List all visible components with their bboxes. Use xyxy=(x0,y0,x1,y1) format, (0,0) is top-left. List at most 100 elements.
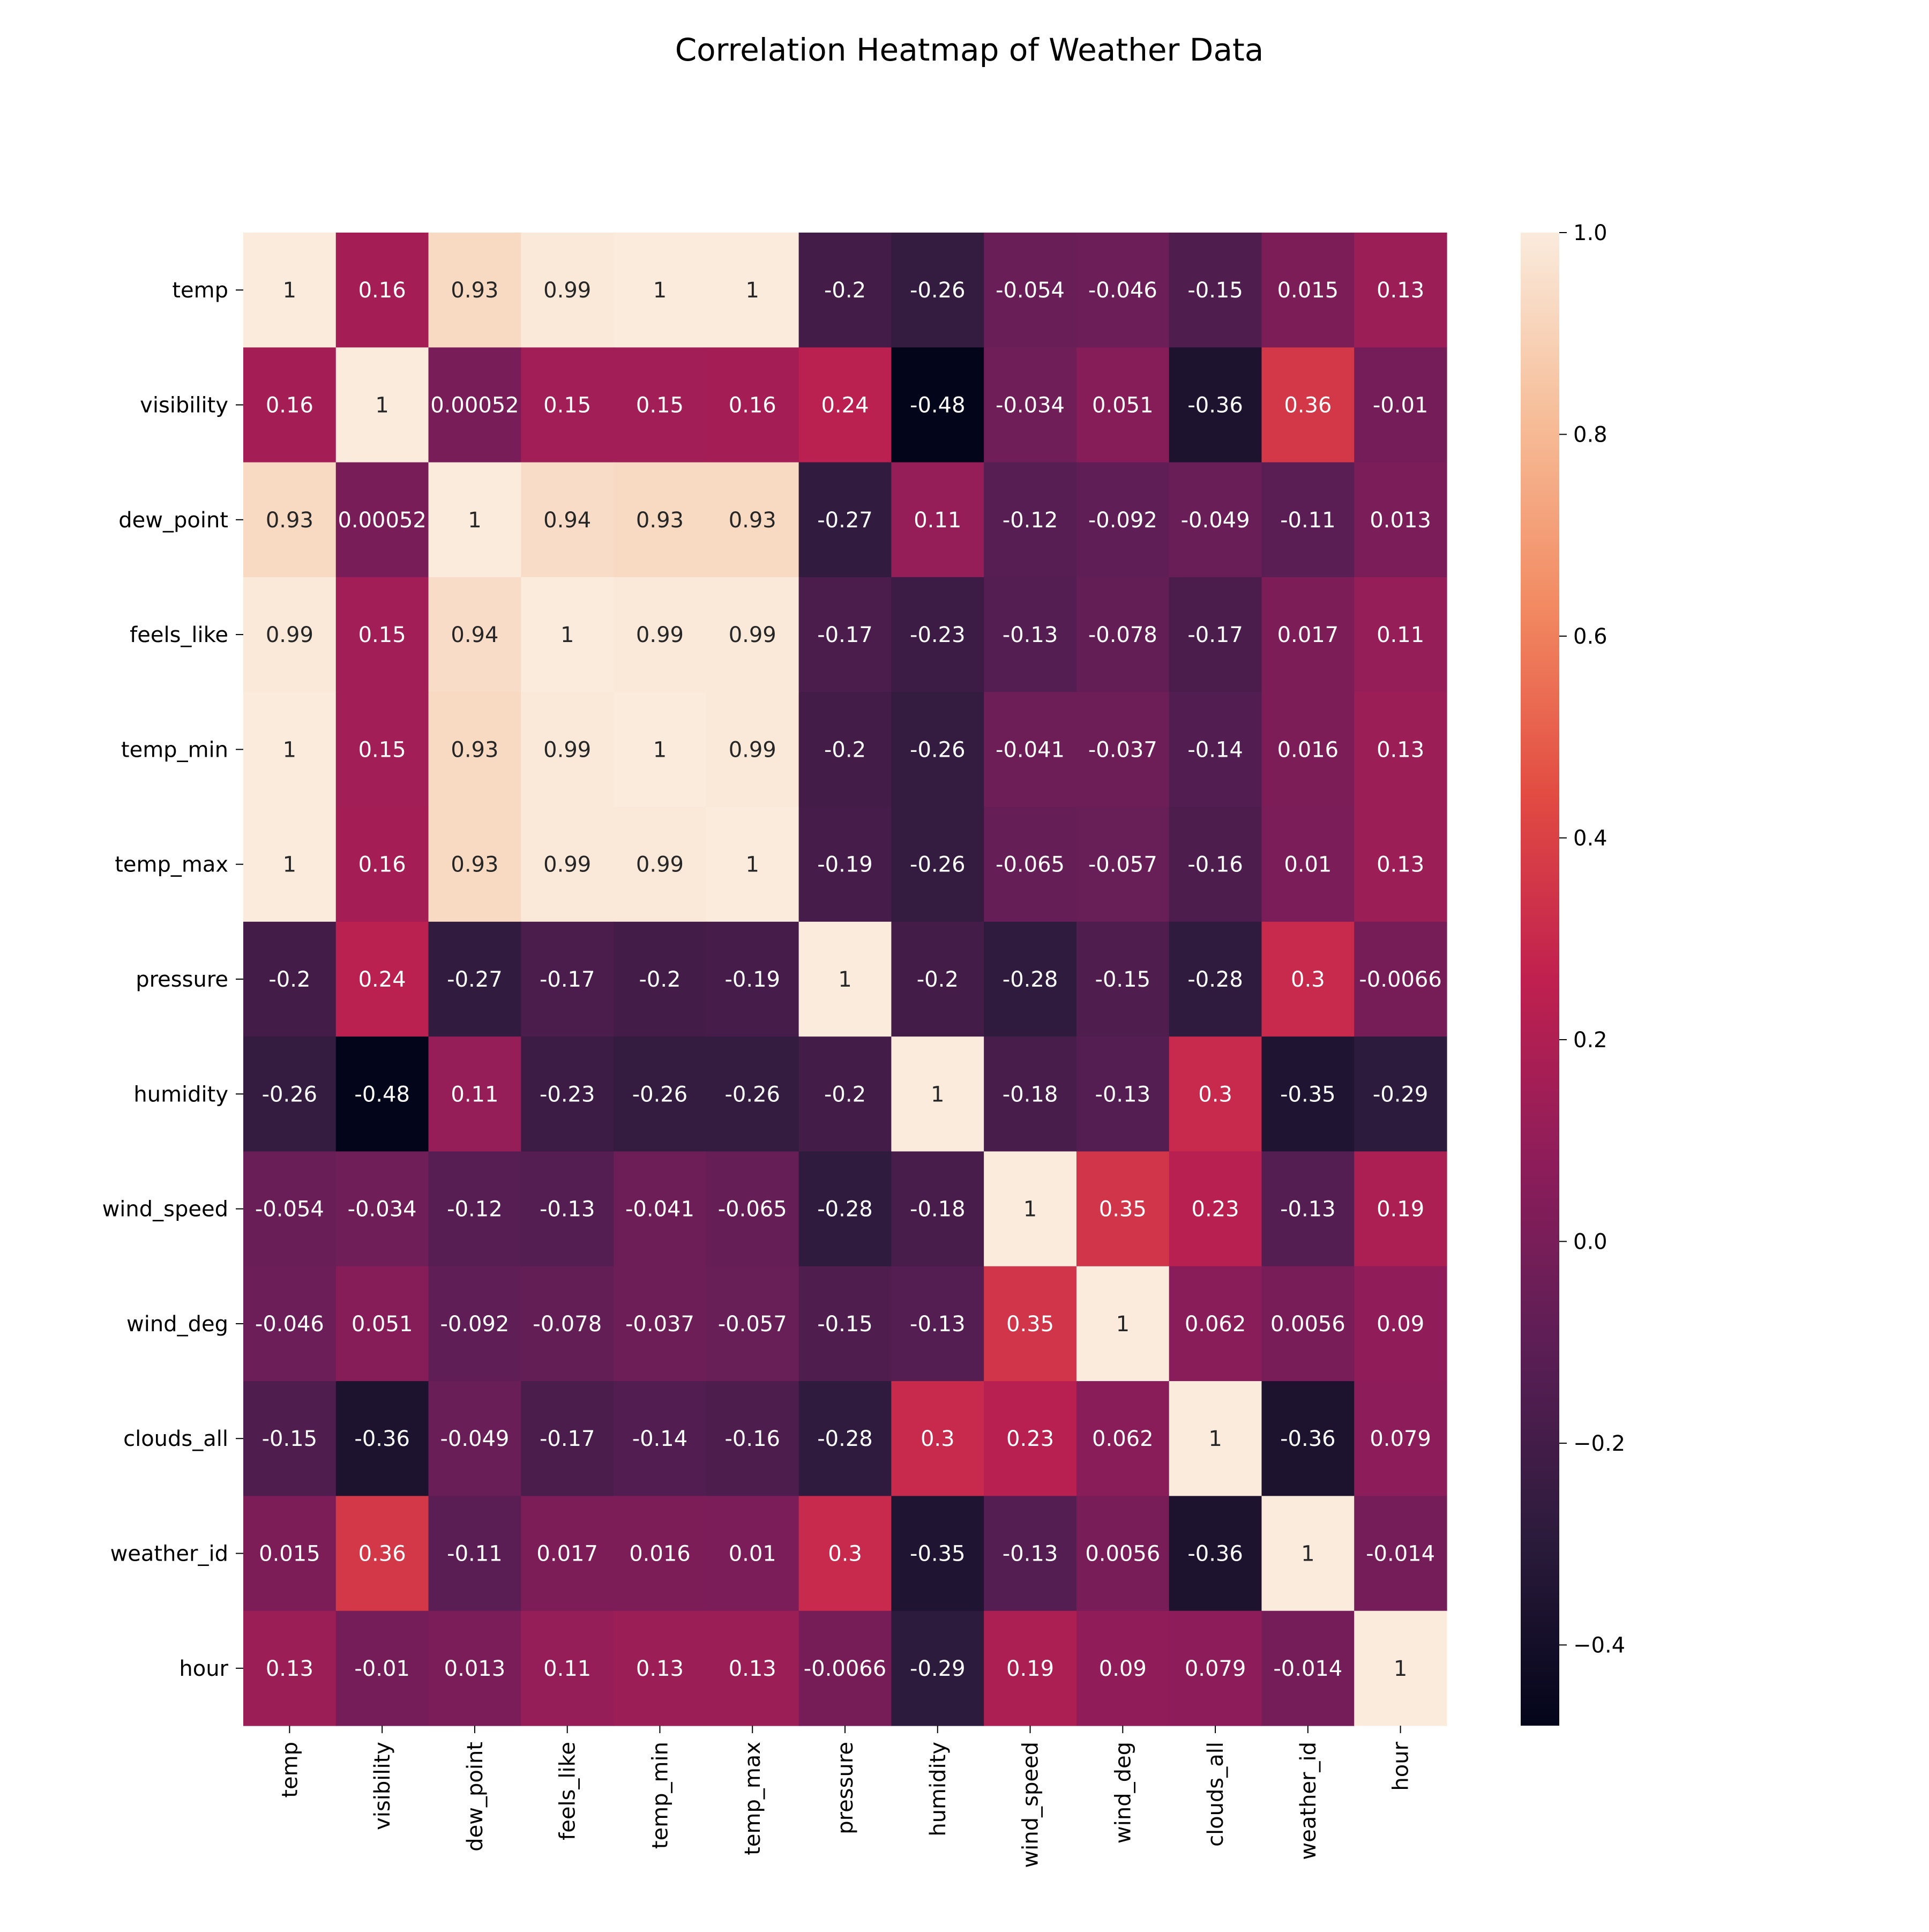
cell-value-label: -0.13 xyxy=(1095,1082,1151,1107)
heatmap-cell xyxy=(428,1381,521,1496)
heatmap-cell xyxy=(798,233,892,348)
cell-value-label: -0.26 xyxy=(910,737,966,762)
heatmap-cell xyxy=(706,1496,799,1612)
heatmap-cell xyxy=(891,692,984,808)
heatmap-cell xyxy=(1354,1036,1447,1152)
heatmap-cell xyxy=(798,1266,892,1382)
heatmap-cell xyxy=(521,1381,614,1496)
cell-value-label: 0.3 xyxy=(1291,967,1325,992)
cell-value-label: 0.93 xyxy=(451,853,498,877)
heatmap-cell xyxy=(243,1266,337,1382)
heatmap-cell xyxy=(614,1151,707,1267)
cell-value-label: 0.11 xyxy=(1377,623,1424,647)
cell-value-label: 0.00052 xyxy=(430,393,519,417)
heatmap-cell xyxy=(243,1151,337,1267)
colorbar-tick-label: 0.2 xyxy=(1573,1028,1608,1053)
column-label: temp xyxy=(278,1742,302,1798)
cell-value-label: 0.13 xyxy=(729,1657,776,1681)
cell-value-label: 0.3 xyxy=(1198,1082,1232,1107)
cell-value-label: 0.16 xyxy=(729,393,776,417)
cell-value-label: -0.065 xyxy=(996,853,1065,877)
heatmap-cell xyxy=(521,807,614,922)
heatmap-cell xyxy=(1076,347,1170,463)
cell-value-label: 0.15 xyxy=(543,393,591,417)
heatmap-cell xyxy=(1076,462,1170,578)
heatmap-cell xyxy=(984,347,1077,463)
heatmap-cell xyxy=(335,1496,429,1612)
heatmap-cell xyxy=(1169,347,1262,463)
cell-value-label: -0.2 xyxy=(824,737,866,762)
heatmap-cell xyxy=(1261,1496,1355,1612)
cell-value-label: -0.041 xyxy=(996,737,1065,762)
heatmap-cell xyxy=(428,1610,521,1726)
cell-value-label: 0.99 xyxy=(543,737,591,762)
cell-value-label: 1 xyxy=(746,278,759,303)
heatmap-cell xyxy=(428,1036,521,1152)
heatmap-cell xyxy=(891,1266,984,1382)
cell-value-label: -0.13 xyxy=(1003,623,1058,647)
column-label: temp_min xyxy=(648,1742,672,1849)
heatmap-cell xyxy=(798,921,892,1037)
heatmap-cell xyxy=(706,577,799,692)
heatmap-cell xyxy=(521,347,614,463)
cell-value-label: 1 xyxy=(931,1082,944,1107)
cell-value-label: 0.013 xyxy=(444,1657,506,1681)
cell-value-label: 0.94 xyxy=(543,508,591,533)
heatmap-cell xyxy=(614,1036,707,1152)
cell-value-label: -0.049 xyxy=(440,1427,509,1451)
heatmap-cell xyxy=(706,1036,799,1152)
cell-value-label: 0.017 xyxy=(536,1542,598,1567)
cell-value-label: 0.062 xyxy=(1185,1312,1246,1337)
heatmap-cell xyxy=(335,1036,429,1152)
heatmap-cell xyxy=(1169,1381,1262,1496)
cell-value-label: 0.062 xyxy=(1092,1427,1154,1451)
heatmap-cell xyxy=(1076,1266,1170,1382)
heatmap-cell xyxy=(891,1610,984,1726)
cell-value-label: 1 xyxy=(283,853,296,877)
heatmap-cell xyxy=(614,1496,707,1612)
cell-value-label: 1 xyxy=(746,853,759,877)
row-label: feels_like xyxy=(130,623,228,647)
heatmap-cell xyxy=(891,921,984,1037)
cell-value-label: -0.29 xyxy=(1373,1082,1429,1107)
heatmap-cell xyxy=(891,1381,984,1496)
cell-value-label: 1 xyxy=(560,623,574,647)
heatmap-cell xyxy=(1354,233,1447,348)
cell-value-label: 0.0056 xyxy=(1085,1542,1160,1567)
heatmap-cell xyxy=(1076,1610,1170,1726)
heatmap-cell xyxy=(243,347,337,463)
row-label: humidity xyxy=(133,1082,228,1107)
cell-value-label: -0.2 xyxy=(824,278,866,303)
cell-value-label: -0.28 xyxy=(817,1197,873,1222)
heatmap-cell xyxy=(1354,807,1447,922)
cell-value-label: -0.29 xyxy=(910,1657,966,1681)
heatmap-cell xyxy=(614,233,707,348)
cell-value-label: -0.037 xyxy=(1088,737,1157,762)
heatmap-cell xyxy=(891,1496,984,1612)
cell-value-label: -0.014 xyxy=(1273,1657,1342,1681)
cell-value-label: 1 xyxy=(283,278,296,303)
heatmap-cell xyxy=(1261,1266,1355,1382)
colorbar-tick-label: −0.2 xyxy=(1573,1431,1625,1456)
heatmap-cell xyxy=(1076,807,1170,922)
heatmap-cell xyxy=(521,1496,614,1612)
heatmap-cell xyxy=(798,1036,892,1152)
heatmap-cell xyxy=(798,1151,892,1267)
heatmap-cell xyxy=(428,577,521,692)
heatmap-cell xyxy=(243,692,337,808)
heatmap-cell xyxy=(1354,347,1447,463)
chart-title: Correlation Heatmap of Weather Data xyxy=(675,32,1264,68)
cell-value-label: -0.14 xyxy=(1187,737,1243,762)
heatmap-cell xyxy=(1169,462,1262,578)
cell-value-label: -0.14 xyxy=(632,1427,688,1451)
heatmap-cell xyxy=(1169,233,1262,348)
heatmap-cell xyxy=(1261,1151,1355,1267)
cell-value-label: 1 xyxy=(838,967,851,992)
heatmap-cell xyxy=(984,1381,1077,1496)
cell-value-label: 0.19 xyxy=(1006,1657,1054,1681)
column-labels: temp visibility dew_point feels_like temp_mi… xyxy=(278,1726,1414,1868)
heatmap-cell xyxy=(798,1496,892,1612)
cell-value-label: 0.01 xyxy=(1284,853,1332,877)
